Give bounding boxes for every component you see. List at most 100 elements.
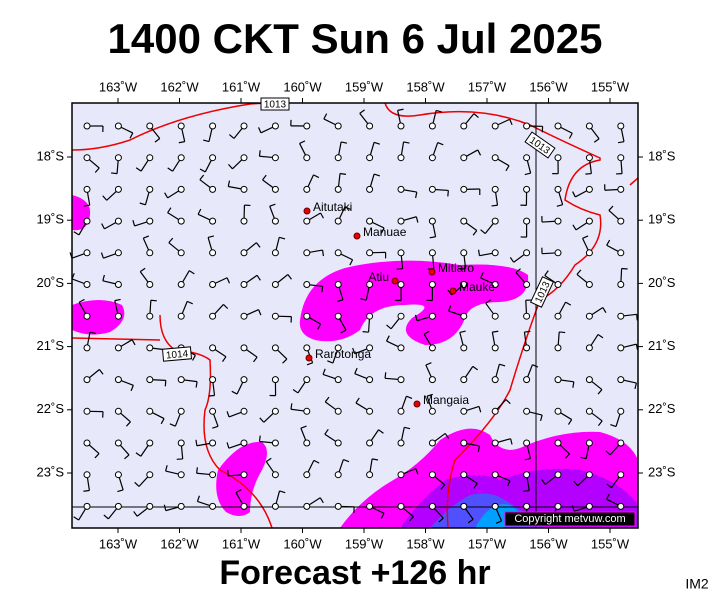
station xyxy=(146,217,154,225)
lon-label: 159˚W xyxy=(345,79,384,94)
station xyxy=(334,122,342,130)
barb-flag xyxy=(139,267,146,273)
station xyxy=(271,439,279,447)
barb-flag xyxy=(164,192,169,199)
barb-flag xyxy=(199,168,206,173)
station xyxy=(523,407,531,415)
barb-flag xyxy=(94,167,100,173)
station xyxy=(209,281,217,288)
station xyxy=(177,471,185,479)
station xyxy=(397,344,405,352)
barb-flag xyxy=(223,304,229,310)
station xyxy=(240,502,248,510)
barb-flag xyxy=(532,364,539,368)
station xyxy=(240,281,248,288)
barb-flag xyxy=(98,369,104,375)
barb-flag xyxy=(169,423,176,427)
barb-flag xyxy=(447,289,453,296)
station xyxy=(303,439,311,447)
station xyxy=(491,376,499,384)
station xyxy=(397,376,405,384)
barb-flag xyxy=(323,113,328,120)
barb-flag xyxy=(478,406,482,413)
barb-flag xyxy=(339,172,347,175)
barb-flag xyxy=(321,286,324,293)
barb-flag xyxy=(199,174,205,181)
station xyxy=(303,249,311,257)
station xyxy=(334,407,342,415)
title: 1400 CKT Sun 6 Jul 2025 xyxy=(108,15,603,62)
barb-flag xyxy=(321,249,325,257)
barb-flag xyxy=(571,505,575,512)
barb-flag xyxy=(253,356,258,363)
station xyxy=(460,154,468,162)
station xyxy=(397,154,405,162)
station xyxy=(585,154,593,162)
station xyxy=(240,185,248,193)
barb-flag xyxy=(572,191,576,198)
barb-flag xyxy=(610,424,617,428)
station xyxy=(460,122,468,130)
station xyxy=(366,376,374,384)
barb-flag xyxy=(195,381,198,388)
station xyxy=(491,312,499,320)
lat-label: 18˚S xyxy=(37,148,65,163)
station xyxy=(209,249,217,257)
barb-flag xyxy=(360,298,367,301)
station xyxy=(585,502,593,510)
barb-flag xyxy=(414,314,418,321)
station xyxy=(397,407,405,415)
barb-flag xyxy=(510,438,513,445)
station xyxy=(554,217,562,225)
station xyxy=(617,217,625,225)
station xyxy=(240,376,248,384)
station xyxy=(177,502,185,510)
barb-flag xyxy=(73,231,80,236)
barb-flag xyxy=(222,356,227,362)
barb-flag xyxy=(568,132,573,139)
station xyxy=(491,281,499,288)
barb-flag xyxy=(556,204,563,207)
barb-flag xyxy=(163,504,167,511)
station xyxy=(366,122,374,130)
station xyxy=(209,471,217,479)
barb-flag xyxy=(505,165,510,172)
station xyxy=(334,312,342,320)
station xyxy=(114,249,122,257)
barb-flag xyxy=(258,309,262,316)
barb-flag xyxy=(597,420,603,426)
barb-flag xyxy=(438,517,444,523)
station xyxy=(303,376,311,384)
station xyxy=(146,502,154,510)
barb-flag xyxy=(541,479,546,485)
station xyxy=(114,312,122,320)
barb-flag xyxy=(125,421,131,427)
barb-flag xyxy=(235,489,242,494)
station xyxy=(83,376,91,384)
barb-flag xyxy=(203,139,210,143)
barb-flag xyxy=(132,220,136,227)
station xyxy=(177,376,185,384)
station xyxy=(460,502,468,510)
station xyxy=(617,185,625,193)
barb-flag xyxy=(337,299,344,302)
station xyxy=(177,185,185,193)
isobar-label-box xyxy=(529,276,555,308)
barb-flag xyxy=(192,354,196,361)
station xyxy=(428,217,436,225)
station xyxy=(303,185,311,193)
lon-label: 155˚W xyxy=(591,536,630,551)
station xyxy=(554,502,562,510)
lon-label: 162˚W xyxy=(160,536,199,551)
station xyxy=(271,154,279,162)
lat-label: 20˚S xyxy=(648,275,676,290)
lon-label: 157˚W xyxy=(468,79,507,94)
station xyxy=(523,471,531,479)
station xyxy=(271,217,279,225)
barb-flag xyxy=(544,270,549,276)
station xyxy=(397,281,405,288)
place-marker xyxy=(353,232,361,240)
station xyxy=(428,249,436,257)
barb-flag xyxy=(344,206,351,210)
